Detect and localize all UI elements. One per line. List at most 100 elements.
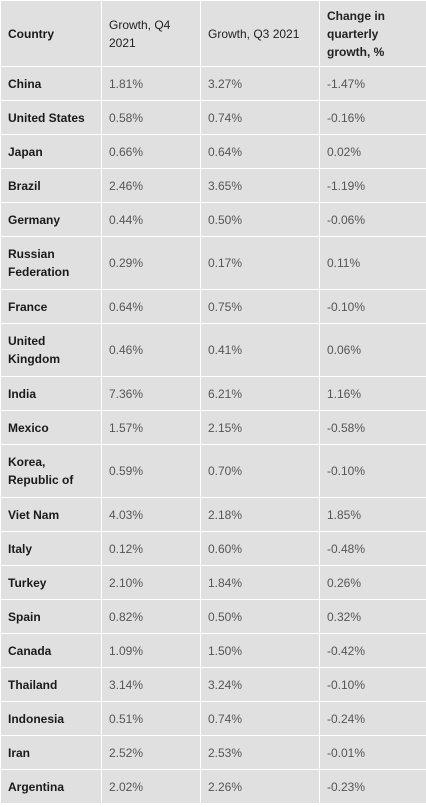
growth-q3-cell: 0.70% <box>200 444 320 498</box>
growth-q4-cell: 2.46% <box>101 168 201 203</box>
country-cell: Spain <box>0 599 102 634</box>
table-row: Japan 0.66% 0.64% 0.02% <box>0 134 426 169</box>
table-row: Thailand 3.14% 3.24% -0.10% <box>0 667 426 702</box>
country-cell: United States <box>0 100 102 135</box>
column-header-country: Country <box>0 0 102 67</box>
country-cell: United Kingdom <box>0 323 102 377</box>
growth-q4-cell: 0.46% <box>101 323 201 377</box>
change-cell: -0.23% <box>319 769 426 804</box>
change-cell: -0.01% <box>319 735 426 770</box>
change-cell: 1.85% <box>319 497 426 532</box>
table-row: France 0.64% 0.75% -0.10% <box>0 289 426 324</box>
growth-q3-cell: 3.24% <box>200 667 320 702</box>
change-cell: -0.06% <box>319 202 426 237</box>
table-row: Brazil 2.46% 3.65% -1.19% <box>0 168 426 203</box>
growth-q3-cell: 0.64% <box>200 134 320 169</box>
growth-q3-cell: 2.26% <box>200 769 320 804</box>
table-row: Turkey 2.10% 1.84% 0.26% <box>0 565 426 600</box>
country-cell: Canada <box>0 633 102 668</box>
growth-q4-cell: 2.52% <box>101 735 201 770</box>
growth-q3-cell: 1.84% <box>200 565 320 600</box>
country-cell: Thailand <box>0 667 102 702</box>
growth-q4-cell: 0.82% <box>101 599 201 634</box>
table-row: United States 0.58% 0.74% -0.16% <box>0 100 426 135</box>
country-cell: Germany <box>0 202 102 237</box>
change-cell: -0.10% <box>319 444 426 498</box>
growth-q3-cell: 0.50% <box>200 202 320 237</box>
growth-q3-cell: 3.27% <box>200 66 320 101</box>
growth-q4-cell: 1.81% <box>101 66 201 101</box>
table-row: Iran 2.52% 2.53% -0.01% <box>0 735 426 770</box>
change-cell: -0.48% <box>319 531 426 566</box>
country-cell: France <box>0 289 102 324</box>
growth-q3-cell: 2.53% <box>200 735 320 770</box>
growth-q4-cell: 0.58% <box>101 100 201 135</box>
change-cell: 0.11% <box>319 236 426 290</box>
table-row: Russian Federation 0.29% 0.17% 0.11% <box>0 236 426 290</box>
country-cell: Argentina <box>0 769 102 804</box>
country-cell: Indonesia <box>0 701 102 736</box>
growth-q4-cell: 1.09% <box>101 633 201 668</box>
table-row: Germany 0.44% 0.50% -0.06% <box>0 202 426 237</box>
country-cell: Brazil <box>0 168 102 203</box>
table-header-row: Country Growth, Q4 2021 Growth, Q3 2021 … <box>0 0 426 67</box>
column-header-growth-q4: Growth, Q4 2021 <box>101 0 201 67</box>
growth-q3-cell: 6.21% <box>200 376 320 411</box>
change-cell: 0.26% <box>319 565 426 600</box>
table-row: Canada 1.09% 1.50% -0.42% <box>0 633 426 668</box>
change-cell: -0.10% <box>319 667 426 702</box>
country-cell: China <box>0 66 102 101</box>
growth-q4-cell: 7.36% <box>101 376 201 411</box>
table-row: India 7.36% 6.21% 1.16% <box>0 376 426 411</box>
table-row: United Kingdom 0.46% 0.41% 0.06% <box>0 323 426 377</box>
change-cell: -0.16% <box>319 100 426 135</box>
growth-q3-cell: 0.60% <box>200 531 320 566</box>
change-cell: 0.02% <box>319 134 426 169</box>
table-row: Korea, Republic of 0.59% 0.70% -0.10% <box>0 444 426 498</box>
country-cell: Italy <box>0 531 102 566</box>
country-cell: Turkey <box>0 565 102 600</box>
growth-q4-cell: 0.29% <box>101 236 201 290</box>
growth-q4-cell: 4.03% <box>101 497 201 532</box>
country-cell: India <box>0 376 102 411</box>
growth-q3-cell: 0.74% <box>200 100 320 135</box>
country-cell: Viet Nam <box>0 497 102 532</box>
growth-q3-cell: 0.50% <box>200 599 320 634</box>
growth-q3-cell: 0.41% <box>200 323 320 377</box>
table-row: Indonesia 0.51% 0.74% -0.24% <box>0 701 426 736</box>
country-cell: Iran <box>0 735 102 770</box>
change-cell: -0.10% <box>319 289 426 324</box>
growth-q3-cell: 2.18% <box>200 497 320 532</box>
table-row: Italy 0.12% 0.60% -0.48% <box>0 531 426 566</box>
growth-q4-cell: 0.51% <box>101 701 201 736</box>
table-row: China 1.81% 3.27% -1.47% <box>0 66 426 101</box>
change-cell: 0.06% <box>319 323 426 377</box>
country-cell: Russian Federation <box>0 236 102 290</box>
change-cell: 0.32% <box>319 599 426 634</box>
table-row: Argentina 2.02% 2.26% -0.23% <box>0 769 426 804</box>
growth-q4-cell: 0.66% <box>101 134 201 169</box>
change-cell: -0.58% <box>319 410 426 445</box>
growth-q4-cell: 0.59% <box>101 444 201 498</box>
growth-q3-cell: 2.15% <box>200 410 320 445</box>
country-cell: Mexico <box>0 410 102 445</box>
change-cell: -1.47% <box>319 66 426 101</box>
table-row: Viet Nam 4.03% 2.18% 1.85% <box>0 497 426 532</box>
growth-q4-cell: 3.14% <box>101 667 201 702</box>
growth-q3-cell: 0.74% <box>200 701 320 736</box>
growth-q4-cell: 0.64% <box>101 289 201 324</box>
change-cell: -1.19% <box>319 168 426 203</box>
growth-q4-cell: 2.10% <box>101 565 201 600</box>
table-body: China 1.81% 3.27% -1.47% United States 0… <box>0 66 426 804</box>
growth-q3-cell: 3.65% <box>200 168 320 203</box>
country-cell: Japan <box>0 134 102 169</box>
change-cell: -0.42% <box>319 633 426 668</box>
column-header-growth-q3: Growth, Q3 2021 <box>200 0 320 67</box>
growth-q3-cell: 0.75% <box>200 289 320 324</box>
growth-q3-cell: 1.50% <box>200 633 320 668</box>
growth-q3-cell: 0.17% <box>200 236 320 290</box>
change-cell: 1.16% <box>319 376 426 411</box>
table-row: Mexico 1.57% 2.15% -0.58% <box>0 410 426 445</box>
growth-q4-cell: 1.57% <box>101 410 201 445</box>
growth-q4-cell: 0.44% <box>101 202 201 237</box>
